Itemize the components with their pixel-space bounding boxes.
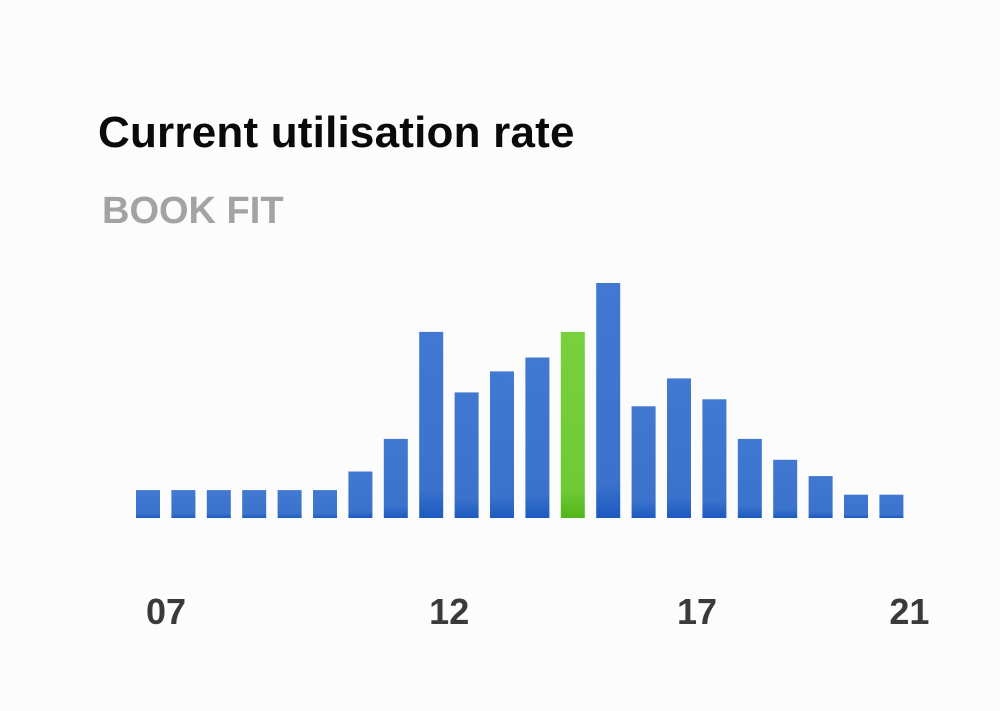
bar bbox=[844, 494, 868, 518]
x-axis-ticks: 07 12 17 21 bbox=[146, 591, 929, 632]
x-tick-label: 12 bbox=[429, 591, 469, 632]
bar bbox=[596, 283, 621, 518]
bar bbox=[490, 371, 514, 518]
bar bbox=[313, 490, 337, 518]
bar bbox=[171, 490, 196, 518]
x-tick-label: 21 bbox=[889, 591, 929, 632]
bar bbox=[525, 357, 550, 518]
bar bbox=[419, 331, 444, 518]
bar bbox=[348, 471, 373, 518]
bar-current bbox=[560, 331, 585, 518]
bar bbox=[631, 406, 656, 518]
bar bbox=[136, 490, 160, 518]
x-tick-label: 17 bbox=[677, 591, 717, 632]
chart-title: Current utilisation rate bbox=[98, 108, 575, 157]
bar bbox=[454, 392, 479, 518]
bar bbox=[808, 476, 833, 518]
bar bbox=[667, 378, 691, 518]
chart-subtitle: BOOK FIT bbox=[102, 190, 284, 232]
bar bbox=[383, 438, 408, 518]
bar bbox=[277, 490, 302, 518]
bar bbox=[773, 459, 798, 518]
bar bbox=[737, 438, 762, 518]
bar bbox=[879, 494, 904, 518]
bar bbox=[242, 490, 267, 518]
bar bbox=[702, 399, 727, 518]
bar bbox=[206, 490, 231, 518]
bars-group bbox=[136, 283, 904, 518]
x-tick-label: 07 bbox=[146, 591, 186, 632]
